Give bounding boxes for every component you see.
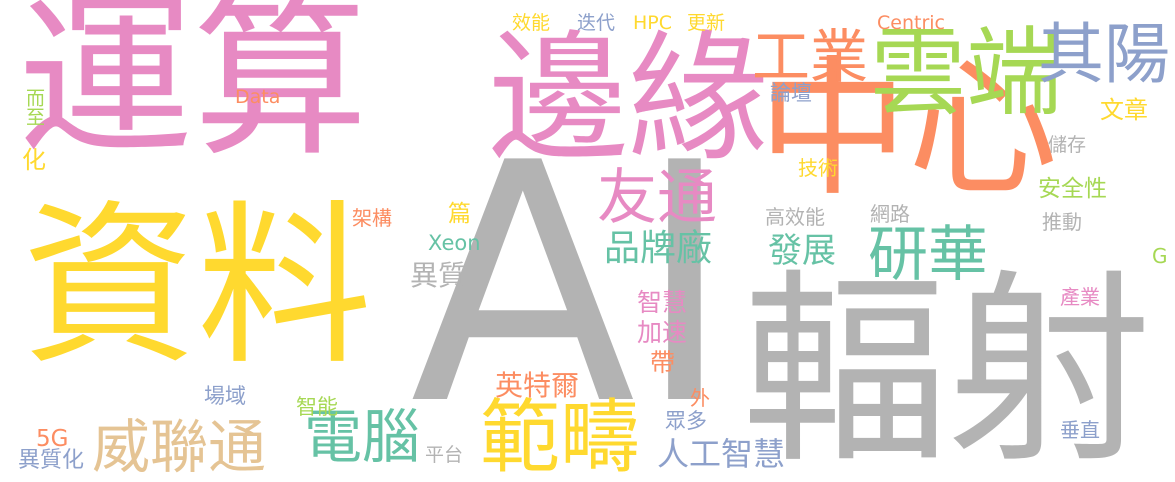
cloud-word: 其陽 bbox=[1038, 16, 1170, 93]
cloud-word: 垂直 bbox=[1060, 418, 1100, 442]
cloud-word: 儲存 bbox=[1048, 134, 1087, 156]
cloud-word: 範疇 bbox=[480, 391, 640, 482]
cloud-word: 雲端 bbox=[870, 17, 1062, 129]
cloud-word: 化 bbox=[22, 146, 46, 174]
cloud-word: 5G bbox=[36, 426, 69, 452]
cloud-word: 論壇 bbox=[770, 81, 812, 105]
cloud-word: 更新 bbox=[687, 12, 726, 34]
cloud-word: 架構 bbox=[352, 206, 392, 230]
cloud-word: 場域 bbox=[204, 384, 246, 408]
cloud-word: 帶 bbox=[650, 348, 676, 377]
cloud-word: 效能 bbox=[512, 12, 551, 34]
cloud-word: Centric bbox=[877, 12, 945, 34]
cloud-word: 電腦 bbox=[304, 403, 421, 471]
cloud-word: 迭代 bbox=[577, 12, 616, 34]
cloud-word: 智慧 bbox=[637, 288, 688, 317]
cloud-word: 威聯通 bbox=[92, 413, 267, 481]
cloud-word: 品牌廠 bbox=[604, 228, 713, 269]
cloud-word: 眾多 bbox=[665, 409, 707, 433]
cloud-word: AI bbox=[410, 93, 734, 477]
cloud-word: 資料 bbox=[22, 186, 372, 389]
cloud-word: 安全性 bbox=[1038, 176, 1107, 202]
cloud-word: 異質 bbox=[410, 259, 467, 292]
cloud-word: 工業 bbox=[752, 23, 869, 91]
cloud-word: 研華 bbox=[868, 220, 988, 290]
cloud-word: 智能 bbox=[296, 395, 338, 419]
cloud-word: Xeon bbox=[428, 231, 481, 255]
cloud-word: 外 bbox=[690, 386, 710, 410]
cloud-word: 高效能 bbox=[765, 205, 825, 229]
cloud-word: 發展 bbox=[768, 231, 836, 271]
cloud-word: 加速 bbox=[637, 318, 688, 347]
cloud-word: 邊緣 bbox=[488, 18, 769, 181]
cloud-word: 運算 bbox=[18, 0, 368, 181]
cloud-word: 篇 bbox=[448, 201, 471, 227]
cloud-word: HPC bbox=[633, 12, 673, 34]
cloud-word: 技術 bbox=[798, 156, 838, 180]
cloud-word: 文章 bbox=[1100, 96, 1148, 124]
cloud-word: 中心 bbox=[758, 43, 1059, 217]
cloud-word: 英特爾 bbox=[495, 369, 580, 402]
cloud-word: 輻射 bbox=[742, 253, 1152, 482]
cloud-word: 產業 bbox=[1060, 285, 1100, 309]
cloud-word: 人工智慧 bbox=[657, 435, 786, 473]
cloud-word: 友通 bbox=[597, 163, 717, 233]
cloud-word: 推動 bbox=[1042, 210, 1082, 234]
cloud-word: 網路 bbox=[870, 202, 910, 226]
cloud-word: G bbox=[1152, 244, 1168, 268]
cloud-word: 而至 bbox=[23, 88, 45, 126]
cloud-word: Data bbox=[235, 86, 281, 108]
cloud-word: 平台 bbox=[425, 444, 464, 466]
cloud-word: 異質化 bbox=[18, 448, 85, 473]
